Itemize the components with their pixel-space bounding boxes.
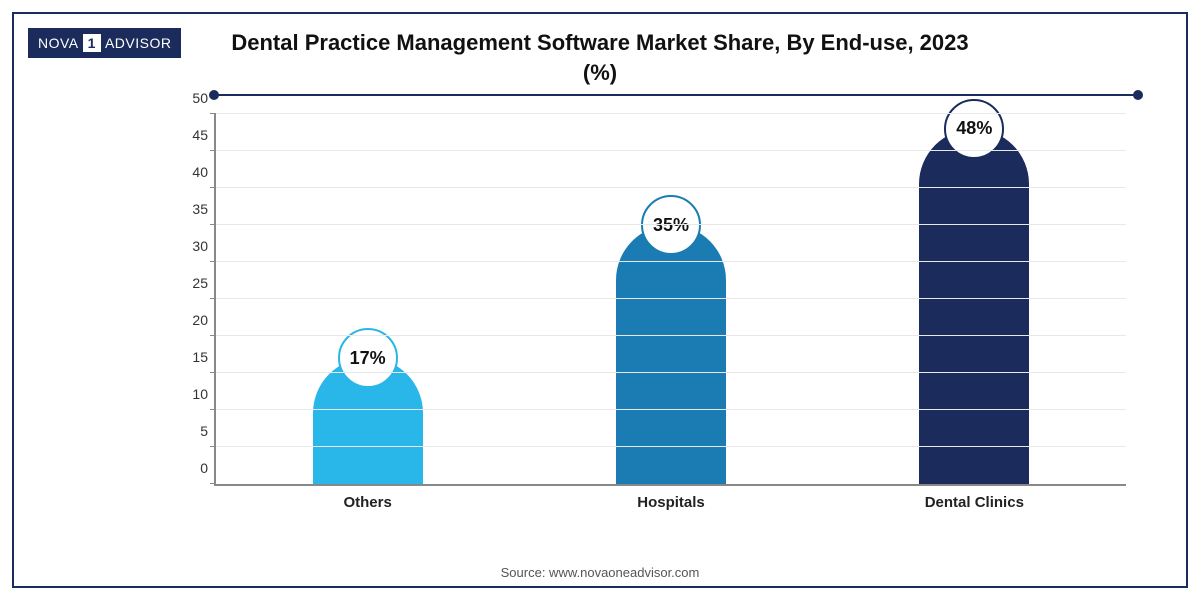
chart-area: 17%Others35%Hospitals48%Dental Clinics 0… [164, 114, 1136, 516]
ytick-mark [210, 187, 216, 188]
ytick-mark [210, 483, 216, 484]
grid-line [216, 298, 1126, 299]
grid-line [216, 409, 1126, 410]
value-bubble: 17% [338, 328, 398, 388]
ytick-label: 10 [176, 386, 208, 402]
category-label: Hospitals [519, 494, 822, 511]
bar: 17% [313, 358, 423, 484]
chart-title: Dental Practice Management Software Mark… [14, 28, 1186, 87]
ytick-label: 25 [176, 275, 208, 291]
ytick-mark [210, 113, 216, 114]
bar: 48% [919, 129, 1029, 484]
category-label: Others [216, 494, 519, 511]
grid-line [216, 150, 1126, 151]
ytick-label: 45 [176, 127, 208, 143]
ytick-mark [210, 372, 216, 373]
title-underline [214, 94, 1138, 96]
grid-line [216, 113, 1126, 114]
ytick-mark [210, 261, 216, 262]
grid-line [216, 224, 1126, 225]
ytick-mark [210, 150, 216, 151]
ytick-mark [210, 298, 216, 299]
category-label: Dental Clinics [823, 494, 1126, 511]
ytick-label: 50 [176, 90, 208, 106]
ytick-label: 30 [176, 238, 208, 254]
ytick-label: 15 [176, 349, 208, 365]
ytick-label: 0 [176, 460, 208, 476]
grid-line [216, 261, 1126, 262]
grid-line [216, 372, 1126, 373]
ytick-mark [210, 224, 216, 225]
ytick-label: 40 [176, 164, 208, 180]
value-bubble: 35% [641, 195, 701, 255]
source-text: Source: www.novaoneadvisor.com [14, 565, 1186, 580]
bar-slot: 48%Dental Clinics [823, 114, 1126, 484]
ytick-label: 5 [176, 423, 208, 439]
bar-slot: 35%Hospitals [519, 114, 822, 484]
grid-line [216, 335, 1126, 336]
plot-area: 17%Others35%Hospitals48%Dental Clinics 0… [214, 114, 1126, 486]
ytick-mark [210, 409, 216, 410]
ytick-label: 20 [176, 312, 208, 328]
ytick-label: 35 [176, 201, 208, 217]
ytick-mark [210, 335, 216, 336]
grid-line [216, 187, 1126, 188]
bars-container: 17%Others35%Hospitals48%Dental Clinics [216, 114, 1126, 484]
chart-frame: NOVA 1 ADVISOR Dental Practice Managemen… [12, 12, 1188, 588]
grid-line [216, 446, 1126, 447]
bar-slot: 17%Others [216, 114, 519, 484]
ytick-mark [210, 446, 216, 447]
